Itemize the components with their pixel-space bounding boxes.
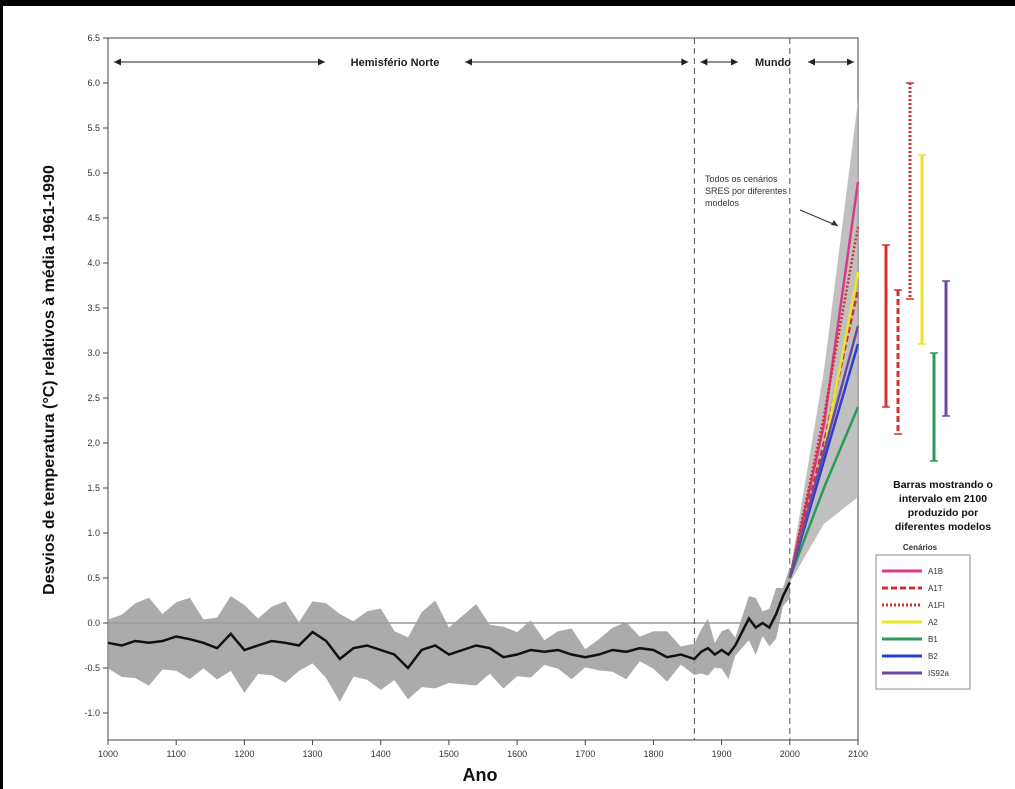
annotation-line-1: Todos os cenários bbox=[705, 174, 778, 184]
uncertainty-band bbox=[108, 567, 790, 702]
axes: 1000 1100 1200 1300 1400 1500 1600 1700 1800 1900… bbox=[84, 33, 868, 759]
x-tick-label-0: 1000 bbox=[98, 749, 118, 759]
legend-label-b1: B1 bbox=[928, 635, 938, 644]
annotation-line-3: modelos bbox=[705, 198, 740, 208]
y-tick-label-6: 2.0 bbox=[87, 438, 100, 448]
scenario-legend: A1B A1T A1FI A2 B1 B2 IS92a bbox=[875, 554, 971, 690]
x-tick-label-11: 2100 bbox=[848, 749, 868, 759]
bars-note-line-2: intervalo em 2100 bbox=[899, 493, 987, 505]
scenario-line-is92a bbox=[788, 325, 860, 579]
historical-line bbox=[107, 581, 791, 670]
world-arrow-left-head-right bbox=[731, 58, 738, 66]
y-tick-label-7: 2.5 bbox=[87, 393, 100, 403]
bars-note-line-3: produzido por bbox=[908, 507, 979, 519]
hemisphere-arrow-right-head-right bbox=[681, 58, 689, 66]
projection-envelope bbox=[789, 101, 858, 583]
y-tick-label-3: 0.5 bbox=[87, 573, 100, 583]
period-label-hemisphere: Hemisfério Norte bbox=[351, 57, 440, 69]
world-arrow-right-head-left bbox=[808, 58, 815, 66]
y-tick-label-1: -0.5 bbox=[84, 663, 100, 673]
x-tick-label-3: 1300 bbox=[303, 749, 323, 759]
bars-note-line-4: diferentes modelos bbox=[895, 521, 991, 533]
x-tick-label-9: 1900 bbox=[712, 749, 732, 759]
y-tick-label-5: 1.5 bbox=[87, 483, 100, 493]
range-bars-2100 bbox=[882, 82, 950, 462]
y-tick-label-14: 6.0 bbox=[87, 78, 100, 88]
legend-label-a2: A2 bbox=[928, 618, 938, 627]
legend-label-a1t: A1T bbox=[928, 584, 943, 593]
legend-label-is92a: IS92a bbox=[928, 669, 949, 678]
x-axis-label: Ano bbox=[463, 765, 498, 785]
y-tick-label-13: 5.5 bbox=[87, 123, 100, 133]
hemisphere-arrow-left-head-right bbox=[318, 58, 325, 66]
y-tick-label-4: 1.0 bbox=[87, 528, 100, 538]
x-tick-label-5: 1500 bbox=[439, 749, 459, 759]
legend-title: Cenários bbox=[903, 543, 938, 552]
x-tick-label-8: 1800 bbox=[643, 749, 663, 759]
legend-label-a1b: A1B bbox=[928, 567, 943, 576]
x-tick-label-10: 2000 bbox=[780, 749, 800, 759]
historical-mean-line bbox=[107, 581, 791, 670]
y-tick-label-8: 3.0 bbox=[87, 348, 100, 358]
x-tick-label-4: 1400 bbox=[371, 749, 391, 759]
y-tick-label-2: 0.0 bbox=[87, 618, 100, 628]
scenario-lines bbox=[788, 181, 860, 579]
scenario-line-b1 bbox=[788, 406, 860, 579]
envelope-area bbox=[789, 101, 858, 583]
y-axis-label: Desvios de temperatura (°C) relativos à … bbox=[41, 165, 58, 595]
x-tick-label-2: 1200 bbox=[234, 749, 254, 759]
legend-label-b2: B2 bbox=[928, 652, 938, 661]
y-tick-label-0: -1.0 bbox=[84, 708, 100, 718]
y-tick-label-11: 4.5 bbox=[87, 213, 100, 223]
x-tick-label-1: 1100 bbox=[167, 749, 186, 759]
world-arrow-right-head-right bbox=[847, 58, 854, 66]
bars-note-line-1: Barras mostrando o bbox=[893, 479, 993, 491]
hemisphere-arrow-right-head-left bbox=[465, 58, 472, 66]
legend-label-a1fi: A1FI bbox=[928, 601, 945, 610]
annotation-pointer bbox=[799, 209, 839, 227]
annotation-line-2: SRES por diferentes bbox=[705, 186, 788, 196]
y-tick-label-12: 5.0 bbox=[87, 168, 100, 178]
annotation-pointer-head bbox=[831, 220, 838, 226]
x-tick-label-6: 1600 bbox=[507, 749, 527, 759]
x-tick-label-7: 1700 bbox=[575, 749, 595, 759]
y-tick-label-10: 4.0 bbox=[87, 258, 100, 268]
world-arrow-left-head-left bbox=[700, 58, 708, 66]
historical-uncertainty-band bbox=[108, 567, 790, 702]
scenario-line-a1fi bbox=[788, 226, 860, 579]
period-label-world: Mundo bbox=[755, 57, 791, 69]
y-tick-label-9: 3.5 bbox=[87, 303, 100, 313]
hemisphere-arrow-left-head-left bbox=[114, 58, 121, 66]
y-tick-label-15: 6.5 bbox=[87, 33, 100, 43]
